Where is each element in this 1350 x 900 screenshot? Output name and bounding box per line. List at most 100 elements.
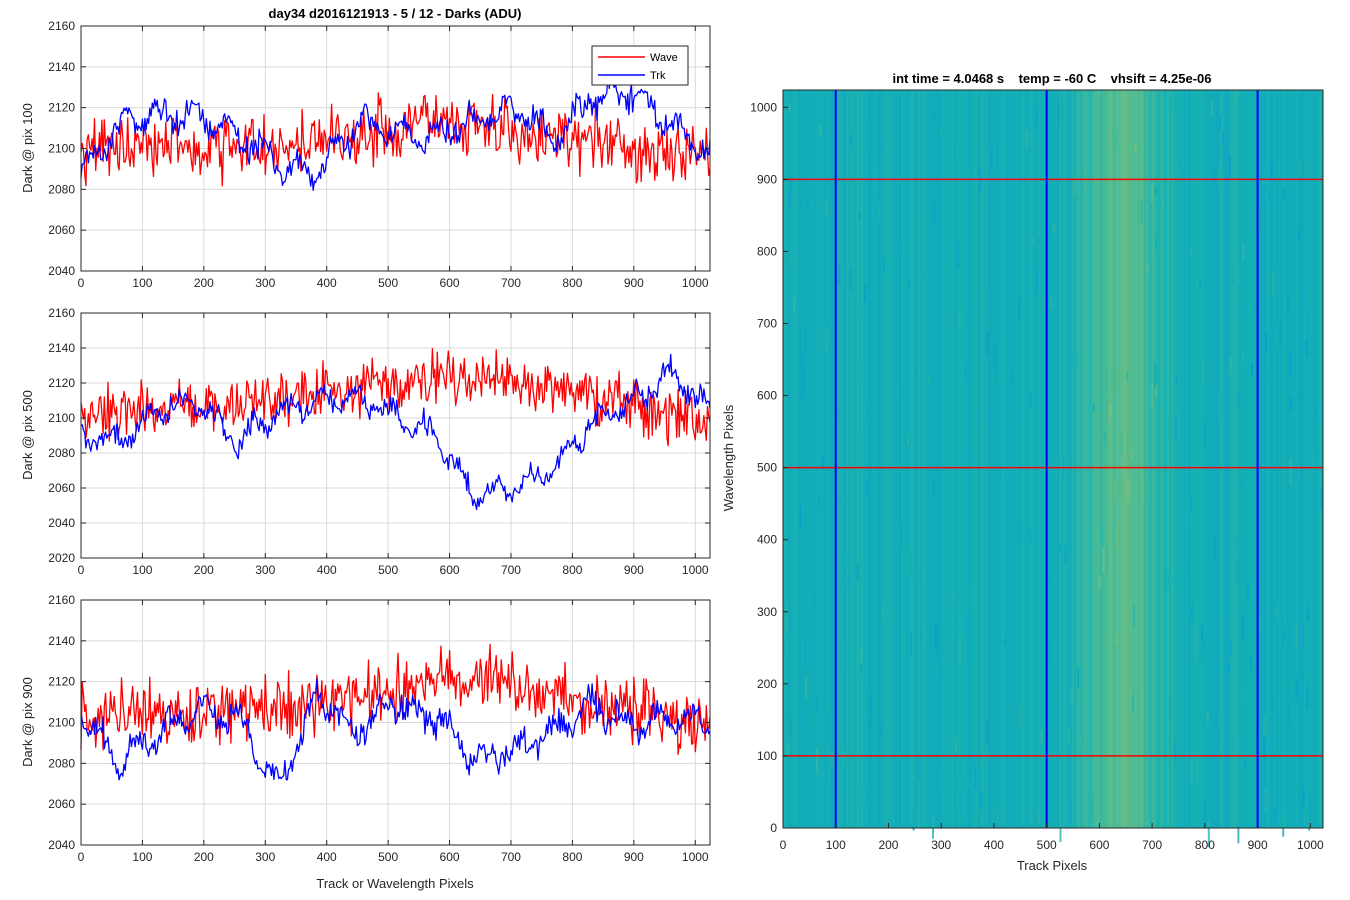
xtick-label: 600 xyxy=(440,850,460,864)
heatmap-texture xyxy=(1039,660,1042,668)
heatmap-texture xyxy=(1053,223,1056,233)
heatmap-texture xyxy=(935,774,937,790)
heatmap-column xyxy=(922,90,925,828)
ytick-label: 2160 xyxy=(48,306,75,320)
heatmap-texture xyxy=(861,364,864,382)
heatmap-texture xyxy=(1272,271,1275,296)
heatmap-texture xyxy=(906,548,908,576)
heatmap-column xyxy=(1034,90,1037,828)
heatmap-texture xyxy=(1236,556,1239,584)
heatmap-texture xyxy=(986,721,989,743)
xtick-label: 500 xyxy=(378,563,398,577)
heatmap-texture xyxy=(1305,339,1308,356)
heatmap-texture xyxy=(897,242,900,251)
heatmap-texture xyxy=(869,130,872,158)
heatmap-column xyxy=(993,90,997,828)
heatmap-texture xyxy=(806,198,809,206)
heatmap-axes-box xyxy=(782,89,1324,829)
heatmap-column xyxy=(1000,90,1003,828)
heatmap-texture xyxy=(1169,694,1172,723)
heatmap-ylabel: Wavelength Pixels xyxy=(721,404,736,511)
heatmap-texture xyxy=(1020,704,1023,728)
heatmap-column xyxy=(823,90,826,828)
heatmap-texture xyxy=(1229,355,1232,375)
heatmap-column xyxy=(930,90,934,828)
heatmap-texture xyxy=(863,155,866,164)
heatmap-column xyxy=(1122,90,1126,828)
heatmap-texture xyxy=(1207,819,1210,848)
heatmap-column xyxy=(1200,90,1204,828)
heatmap-column xyxy=(1194,90,1197,828)
heatmap-texture xyxy=(1034,247,1037,260)
heatmap-column xyxy=(1128,90,1132,828)
heatmap-texture xyxy=(1252,305,1255,316)
heatmap-column xyxy=(1242,90,1246,828)
heatmap-column xyxy=(1268,90,1271,828)
heatmap-texture xyxy=(805,676,808,699)
heatmap-ytick-label: 400 xyxy=(757,533,777,547)
heatmap-texture xyxy=(1228,662,1231,673)
heatmap-texture xyxy=(1093,403,1095,412)
heatmap-texture xyxy=(1071,349,1073,370)
heatmap-texture xyxy=(1052,574,1055,585)
xtick-label: 500 xyxy=(378,850,398,864)
heatmap-texture xyxy=(1018,521,1020,535)
heatmap-texture xyxy=(1151,383,1154,408)
heatmap-texture xyxy=(789,254,792,267)
xtick-label: 200 xyxy=(194,276,214,290)
heatmap-column xyxy=(1010,90,1014,828)
heatmap-column xyxy=(970,90,974,828)
heatmap-column xyxy=(1158,90,1161,828)
heatmap-texture xyxy=(1029,198,1032,205)
heatmap-texture xyxy=(864,284,867,303)
heatmap-texture xyxy=(919,568,922,585)
heatmap-column xyxy=(1078,90,1081,828)
heatmap-texture xyxy=(1223,141,1226,169)
heatmap-column xyxy=(1135,90,1138,828)
heatmap-column xyxy=(808,90,811,828)
heatmap-column xyxy=(941,90,944,828)
heatmap-texture xyxy=(1140,200,1143,224)
heatmap-column xyxy=(1249,90,1252,828)
heatmap-column xyxy=(1063,90,1067,828)
heatmap-texture xyxy=(789,718,792,733)
heatmap-texture xyxy=(1119,347,1122,355)
heatmap-texture xyxy=(1155,174,1158,198)
heatmap-texture xyxy=(1228,156,1231,179)
heatmap-texture xyxy=(955,615,958,628)
heatmap-texture xyxy=(919,220,922,240)
heatmap-texture xyxy=(1308,814,1311,831)
heatmap-column xyxy=(1230,90,1233,828)
heatmap-texture xyxy=(786,645,788,656)
heatmap-texture xyxy=(1056,515,1059,544)
xtick-label: 0 xyxy=(78,276,85,290)
heatmap-texture xyxy=(1027,171,1030,186)
heatmap-texture xyxy=(986,331,989,355)
heatmap-texture xyxy=(862,785,865,803)
heatmap-column xyxy=(856,90,860,828)
heatmap-column xyxy=(1088,90,1092,828)
heatmap-column xyxy=(1012,90,1016,828)
heatmap-column xyxy=(1297,90,1301,828)
ytick-label: 2120 xyxy=(48,376,75,390)
heatmap-texture xyxy=(969,587,972,605)
heatmap-texture xyxy=(847,577,850,586)
heatmap-column xyxy=(842,90,845,828)
heatmap-texture xyxy=(1302,284,1305,303)
xtick-label: 300 xyxy=(255,563,275,577)
heatmap-texture xyxy=(1154,187,1157,195)
heatmap-texture xyxy=(1199,281,1202,288)
heatmap-texture xyxy=(1128,390,1131,408)
heatmap-column xyxy=(1299,90,1303,828)
heatmap-column xyxy=(1133,90,1136,828)
ylabel-pix900: Dark @ pix 900 xyxy=(20,677,35,767)
heatmap-texture xyxy=(805,325,808,353)
heatmap-texture xyxy=(1132,694,1135,713)
heatmap-column xyxy=(1053,90,1056,828)
heatmap-texture xyxy=(846,555,849,563)
heatmap-texture xyxy=(1297,231,1300,240)
heatmap-texture xyxy=(1106,554,1109,569)
heatmap-column xyxy=(1206,90,1210,828)
heatmap-column xyxy=(1059,90,1062,828)
heatmap-column xyxy=(850,90,854,828)
